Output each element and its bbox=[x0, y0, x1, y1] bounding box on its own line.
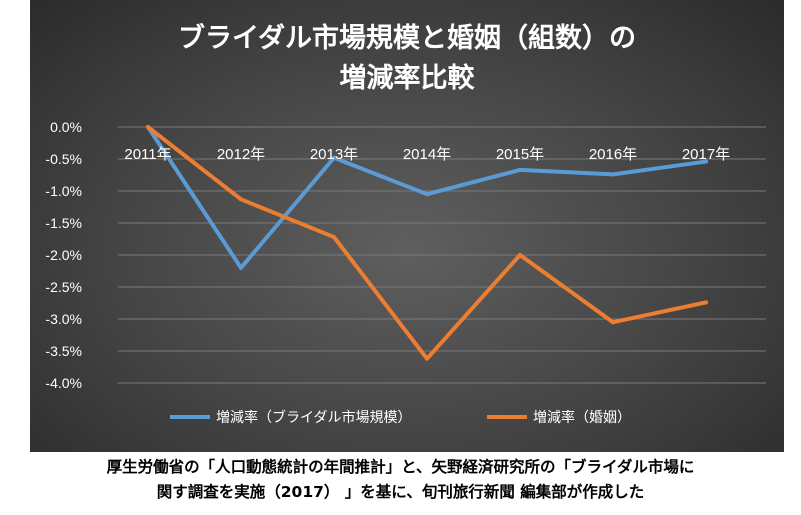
data-point-series-1 bbox=[239, 265, 243, 270]
y-axis-ticks: 0.0% -0.5% -1.0% -1.5% -2.0% -2.5% -3.0% -3.5% -… bbox=[45, 119, 82, 391]
y-tick-label: -2.5% bbox=[45, 279, 82, 295]
caption-line-1: 厚生労働省の「人口動態統計の年間推計」と、矢野経済研究所の「ブライダル市場に bbox=[106, 458, 695, 476]
x-tick-label: 2013年 bbox=[310, 146, 358, 163]
chart-panel: ブライダル市場規模と婚姻（組数）の 増減率比較 0.0% -0.5% -1.0% -1… bbox=[30, 0, 784, 452]
x-tick-label: 2012年 bbox=[217, 146, 265, 163]
y-tick-label: -4.0% bbox=[45, 375, 82, 391]
data-point-series-1 bbox=[704, 159, 708, 164]
x-tick-label: 2014年 bbox=[403, 146, 451, 163]
data-point-series-1 bbox=[611, 172, 615, 177]
data-point-series-2 bbox=[425, 356, 429, 361]
series-lines bbox=[146, 125, 708, 361]
legend-label-series-1: 増減率（ブライダル市場規模） bbox=[216, 409, 411, 426]
data-point-series-2 bbox=[146, 125, 150, 129]
data-point-series-1 bbox=[518, 167, 522, 172]
y-tick-label: 0.0% bbox=[50, 119, 82, 135]
x-axis-ticks: 2011年 2012年 2013年 2014年 2015年 2016年 2017年 bbox=[124, 146, 730, 163]
y-tick-label: -2.0% bbox=[45, 247, 82, 263]
x-tick-label: 2011年 bbox=[124, 146, 171, 163]
data-point-series-2 bbox=[611, 320, 615, 325]
y-tick-label: -3.0% bbox=[45, 311, 82, 327]
data-point-series-2 bbox=[332, 235, 336, 240]
y-tick-label: -1.0% bbox=[45, 183, 82, 199]
x-tick-label: 2015年 bbox=[496, 146, 544, 163]
x-tick-label: 2016年 bbox=[589, 146, 637, 163]
data-point-series-1 bbox=[332, 155, 336, 160]
y-tick-label: -1.5% bbox=[45, 215, 82, 231]
line-chart: ブライダル市場規模と婚姻（組数）の 増減率比較 0.0% -0.5% -1.0% -1… bbox=[45, 22, 766, 426]
chart-title-line-2: 増減率比較 bbox=[340, 62, 476, 94]
source-caption: 厚生労働省の「人口動態統計の年間推計」と、矢野経済研究所の「ブライダル市場に 関… bbox=[0, 455, 801, 505]
y-tick-label: -0.5% bbox=[45, 151, 82, 167]
x-tick-label: 2017年 bbox=[682, 146, 730, 163]
caption-line-2: 関す調査を実施（2017） 」を基に、旬刊旅行新聞 編集部が作成した bbox=[156, 483, 645, 501]
data-point-series-2 bbox=[704, 300, 708, 305]
data-point-series-2 bbox=[239, 197, 243, 202]
y-tick-label: -3.5% bbox=[45, 343, 82, 359]
data-point-series-1 bbox=[425, 192, 429, 197]
legend: 増減率（ブライダル市場規模） 増減率（婚姻） bbox=[170, 409, 631, 426]
chart-title-line-1: ブライダル市場規模と婚姻（組数）の bbox=[178, 22, 636, 54]
gridlines bbox=[118, 126, 766, 384]
legend-label-series-2: 増減率（婚姻） bbox=[533, 409, 631, 426]
data-point-series-2 bbox=[518, 253, 522, 257]
